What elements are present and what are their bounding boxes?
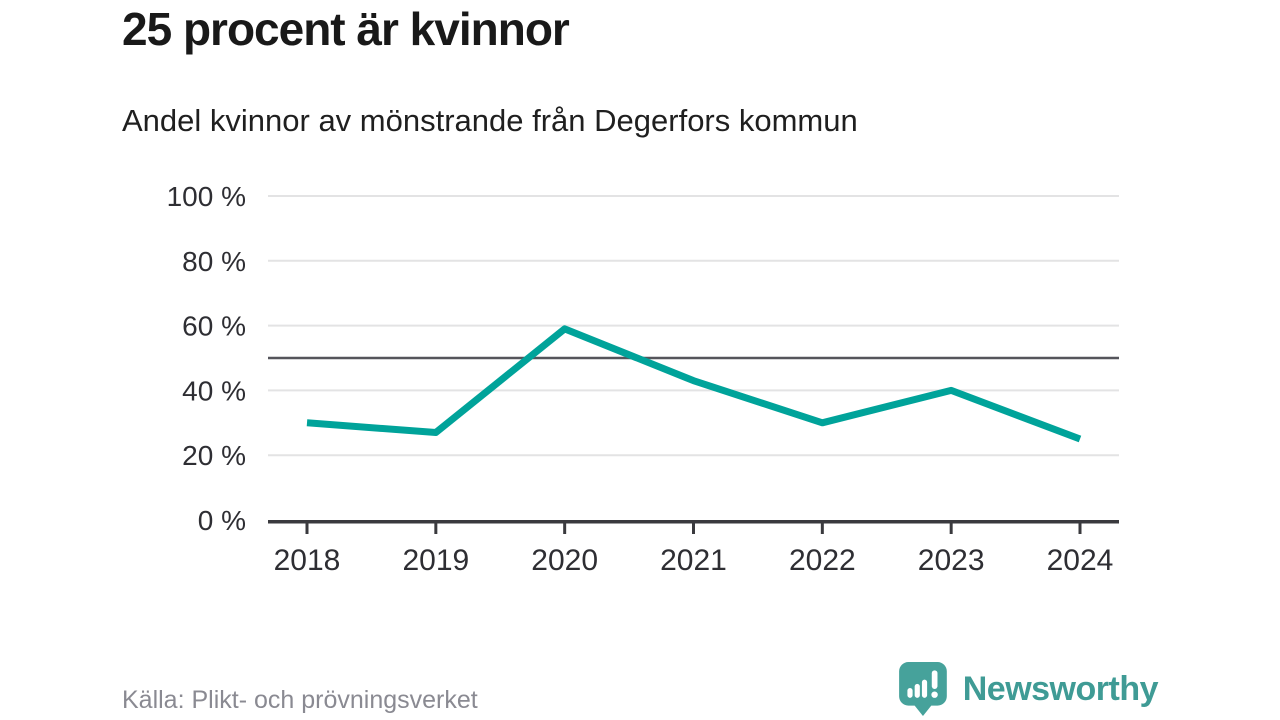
newsworthy-logo-text: Newsworthy	[962, 669, 1159, 708]
logo-bar-large	[921, 679, 927, 698]
x-tick-label: 2021	[660, 544, 727, 577]
data-line	[306, 325, 1082, 443]
y-tick-label: 0 %	[198, 505, 246, 536]
logo-exclamation-dot	[931, 691, 938, 698]
newsworthy-logo-icon	[898, 662, 947, 716]
y-tick-label: 20 %	[182, 440, 246, 471]
x-tick-label: 2020	[531, 544, 598, 577]
newsworthy-logo: Newsworthy	[898, 661, 1159, 717]
y-tick-label: 80 %	[182, 246, 246, 277]
chart-subtitle: Andel kvinnor av mönstrande från Degerfo…	[122, 103, 858, 138]
x-tick-label: 2022	[789, 544, 856, 577]
y-tick-label: 40 %	[182, 375, 246, 406]
x-tick-label: 2018	[274, 544, 341, 577]
x-tick-label: 2023	[918, 544, 985, 577]
logo-bar-small	[907, 687, 913, 698]
y-tick-label: 60 %	[182, 311, 246, 342]
x-tick-label: 2019	[402, 544, 469, 577]
y-tick-label: 100 %	[167, 181, 246, 212]
source-note: Källa: Plikt- och prövningsverket	[122, 686, 478, 714]
logo-exclamation-stem	[931, 670, 938, 689]
logo-bar-medium	[914, 683, 920, 698]
x-tick-label: 2024	[1047, 544, 1114, 577]
chart-title: 25 procent är kvinnor	[122, 3, 570, 55]
